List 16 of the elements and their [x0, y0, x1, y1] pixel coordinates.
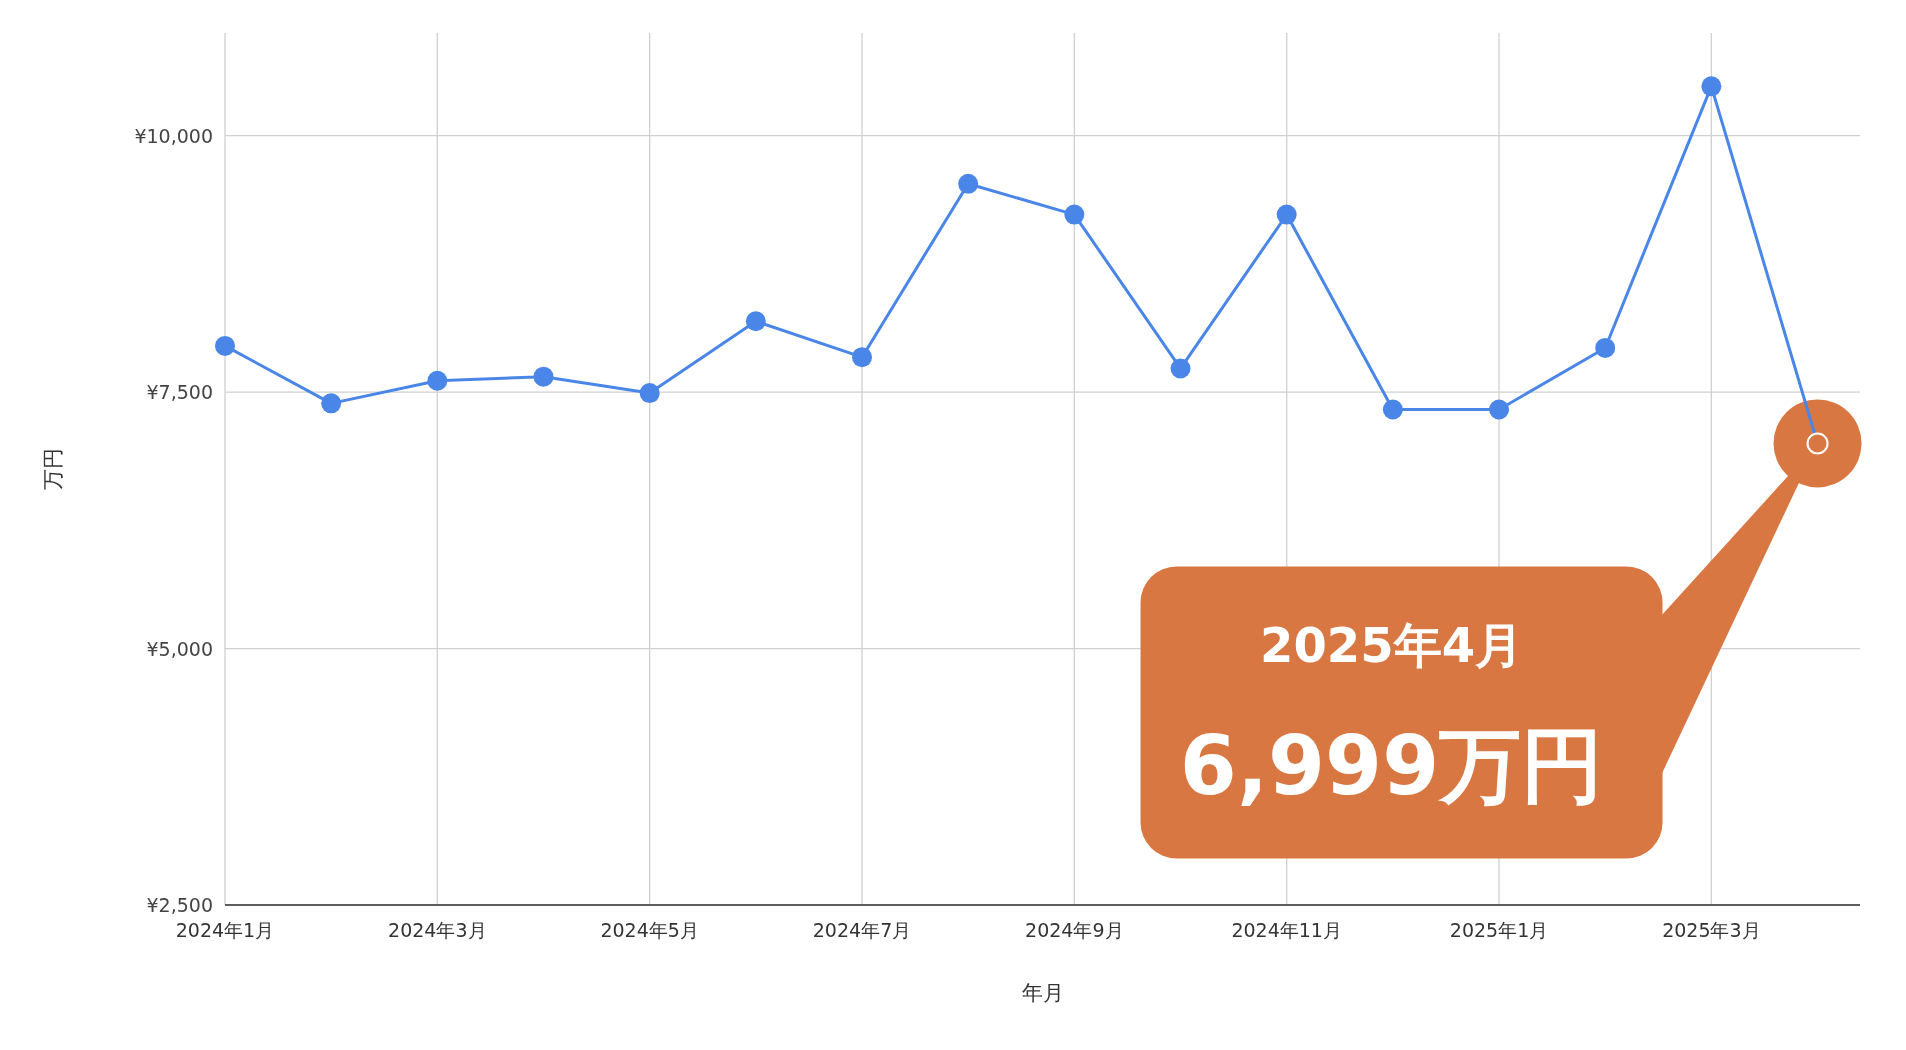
annotation: 2025年4月 — [1260, 617, 1524, 674]
x-tick-label: 2025年1月 — [1449, 919, 1549, 941]
x-tick-label: 2024年7月 — [812, 919, 912, 941]
y-tick-label: ¥10,000 — [134, 124, 213, 147]
x-tick-label: 2024年9月 — [1025, 919, 1124, 941]
x-tick-label: 2024年3月 — [388, 919, 487, 941]
x-tick-label: 2024年1月 — [175, 919, 275, 941]
x-axis-title: 年月 — [1021, 981, 1064, 1005]
x-tick-label: 2025年3月 — [1662, 919, 1761, 941]
y-tick-label: ¥5,000 — [146, 637, 213, 660]
y-tick-label: ¥7,500 — [146, 381, 213, 404]
y-axis-title: 万円 — [41, 448, 65, 490]
annotation: 6,999万円 — [1179, 718, 1604, 814]
y-tick-label: ¥2,500 — [146, 894, 213, 916]
x-tick-label: 2024年11月 — [1231, 919, 1342, 941]
x-tick-label: 2024年5月 — [600, 919, 699, 941]
